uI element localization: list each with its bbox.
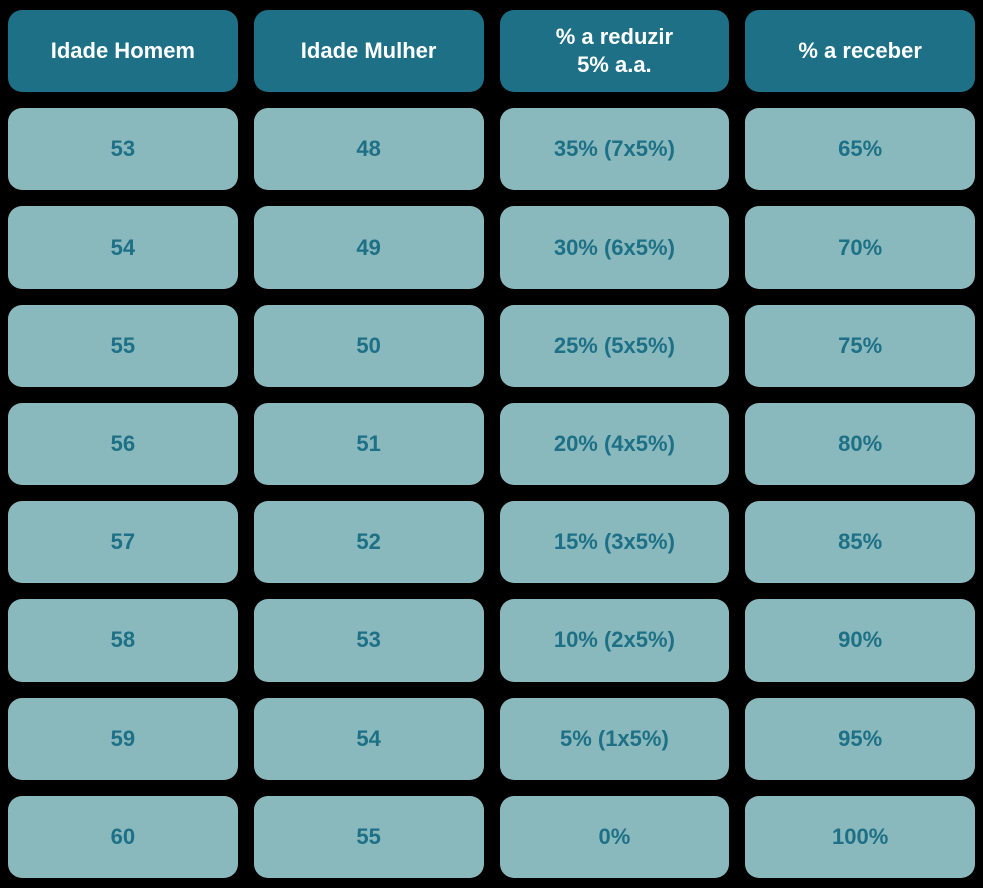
table-row: 53 48 35% (7x5%) 65%: [8, 108, 975, 190]
table-cell: 20% (4x5%): [500, 403, 730, 485]
table-cell: 49: [254, 206, 484, 288]
table-cell: 55: [8, 305, 238, 387]
column-header-idade-mulher: Idade Mulher: [254, 10, 484, 92]
table-cell: 95%: [745, 698, 975, 780]
table-row: 58 53 10% (2x5%) 90%: [8, 599, 975, 681]
table-cell: 52: [254, 501, 484, 583]
table-cell: 53: [8, 108, 238, 190]
pension-table: Idade Homem Idade Mulher % a reduzir5% a…: [8, 10, 975, 878]
table-row: 60 55 0% 100%: [8, 796, 975, 878]
table-cell: 60: [8, 796, 238, 878]
table-row: 59 54 5% (1x5%) 95%: [8, 698, 975, 780]
table-row: 57 52 15% (3x5%) 85%: [8, 501, 975, 583]
table-header-row: Idade Homem Idade Mulher % a reduzir5% a…: [8, 10, 975, 92]
table-cell: 75%: [745, 305, 975, 387]
table-row: 55 50 25% (5x5%) 75%: [8, 305, 975, 387]
table-cell: 10% (2x5%): [500, 599, 730, 681]
table-cell: 30% (6x5%): [500, 206, 730, 288]
table-cell: 48: [254, 108, 484, 190]
column-header-idade-homem: Idade Homem: [8, 10, 238, 92]
table-cell: 65%: [745, 108, 975, 190]
table-cell: 100%: [745, 796, 975, 878]
table-cell: 59: [8, 698, 238, 780]
table-cell: 56: [8, 403, 238, 485]
table-cell: 25% (5x5%): [500, 305, 730, 387]
table-cell: 35% (7x5%): [500, 108, 730, 190]
table-cell: 50: [254, 305, 484, 387]
table-cell: 0%: [500, 796, 730, 878]
table-cell: 51: [254, 403, 484, 485]
column-header-receber: % a receber: [745, 10, 975, 92]
table-cell: 53: [254, 599, 484, 681]
table-cell: 90%: [745, 599, 975, 681]
column-header-reduzir: % a reduzir5% a.a.: [500, 10, 730, 92]
table-row: 56 51 20% (4x5%) 80%: [8, 403, 975, 485]
table-cell: 85%: [745, 501, 975, 583]
table-cell: 15% (3x5%): [500, 501, 730, 583]
table-cell: 54: [254, 698, 484, 780]
table-cell: 54: [8, 206, 238, 288]
table-cell: 70%: [745, 206, 975, 288]
table-cell: 5% (1x5%): [500, 698, 730, 780]
table-cell: 80%: [745, 403, 975, 485]
table-row: 54 49 30% (6x5%) 70%: [8, 206, 975, 288]
table-cell: 57: [8, 501, 238, 583]
table-cell: 55: [254, 796, 484, 878]
table-cell: 58: [8, 599, 238, 681]
